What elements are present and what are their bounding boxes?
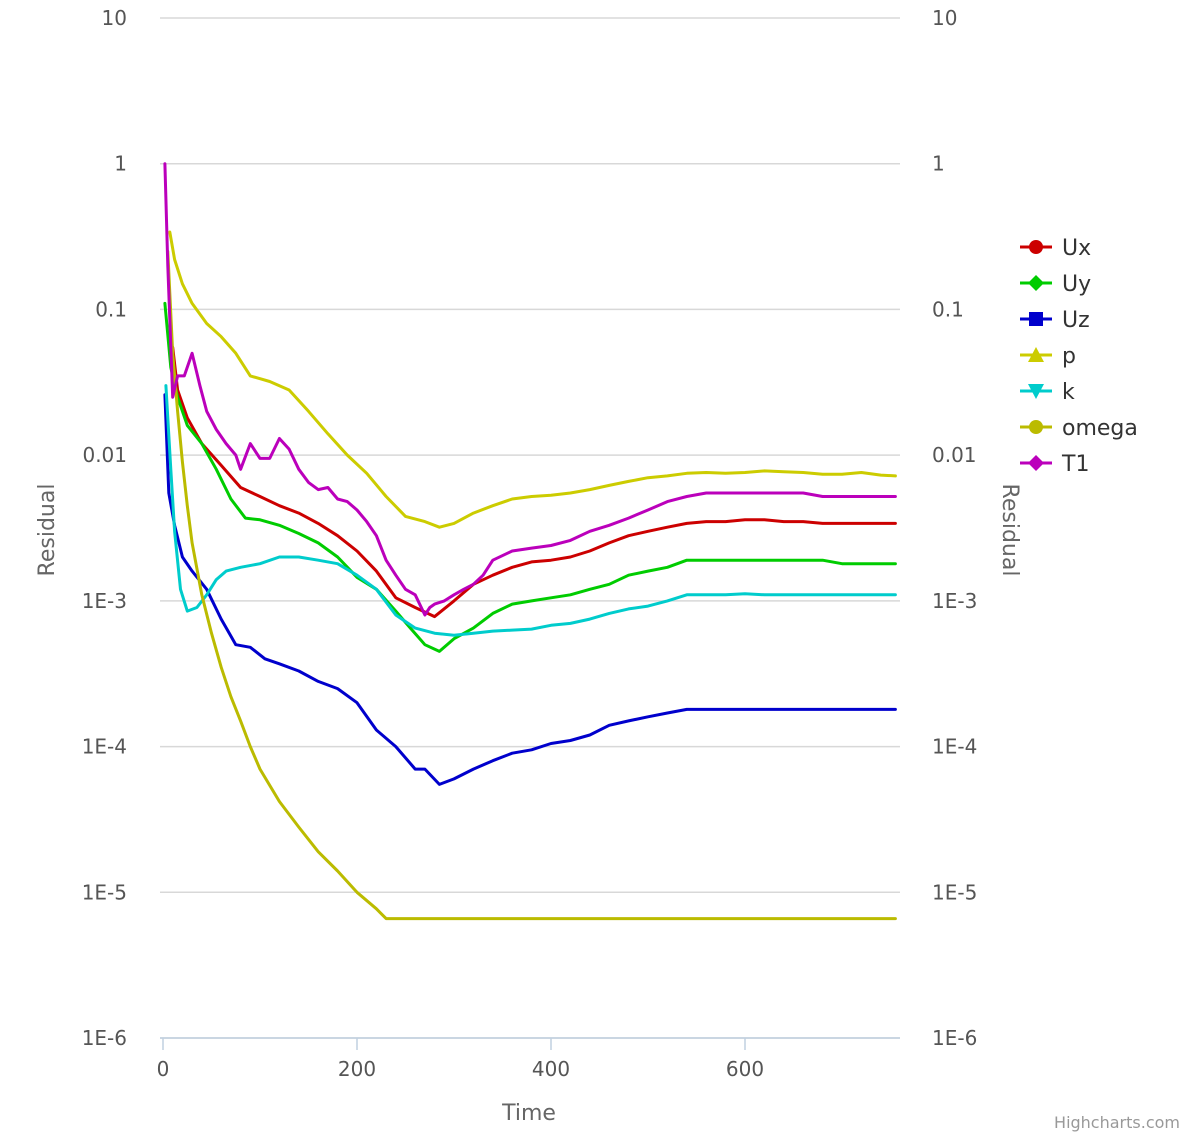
legend-marker-triangle-down	[1028, 384, 1044, 399]
x-tick-label: 600	[726, 1057, 764, 1081]
legend-item-uy[interactable]: Uy	[1020, 272, 1091, 297]
y-tick-label-left: 1E-4	[82, 735, 127, 759]
legend-marker-circle	[1029, 420, 1043, 434]
x-tick-label: 400	[532, 1057, 570, 1081]
x-tick-label: 0	[157, 1057, 170, 1081]
y-axis-title-left: Residual	[35, 484, 60, 577]
series-line-uz[interactable]	[163, 393, 897, 786]
legend-item-k[interactable]: k	[1020, 380, 1075, 405]
y-tick-label-left: 1E-6	[82, 1026, 127, 1050]
x-axis: 0 200 400 600	[157, 1037, 900, 1081]
legend-marker-diamond	[1028, 275, 1044, 291]
legend-marker-circle	[1029, 240, 1043, 254]
x-axis-title: Time	[501, 1101, 556, 1126]
legend-label: omega	[1062, 416, 1138, 441]
x-tick-label: 200	[338, 1057, 376, 1081]
series-line-k[interactable]	[164, 384, 897, 637]
y-tick-label-right: 0.1	[932, 297, 964, 321]
legend-marker-diamond	[1028, 455, 1044, 471]
y-tick-label-left: 1	[114, 152, 127, 176]
y-tick-label-right: 1E-5	[932, 880, 977, 904]
y-tick-label-left: 1E-5	[82, 880, 127, 904]
grid-lines	[160, 17, 900, 1039]
legend-item-omega[interactable]: omega	[1020, 416, 1138, 441]
legend-label: k	[1062, 380, 1075, 405]
y-tick-label-right: 0.01	[932, 443, 977, 467]
legend: Ux Uy Uz pk omega T1	[1020, 236, 1138, 477]
y-tick-label-left: 10	[102, 6, 127, 30]
y-axis-left-ticks: 10 1 0.1 0.01 1E-3 1E-4 1E-5 1E-6	[82, 6, 127, 1050]
y-axis-title-right: Residual	[997, 484, 1022, 577]
series-lines	[163, 162, 897, 921]
y-tick-label-left: 0.01	[82, 443, 127, 467]
y-tick-label-left: 0.1	[95, 297, 127, 321]
legend-label: p	[1062, 344, 1076, 369]
credits[interactable]: Highcharts.com	[1054, 1113, 1180, 1132]
legend-label: T1	[1061, 452, 1089, 477]
legend-label: Uz	[1062, 308, 1090, 333]
legend-marker-square	[1029, 312, 1043, 326]
y-tick-label-right: 1	[932, 152, 945, 176]
legend-item-uz[interactable]: Uz	[1020, 308, 1090, 333]
legend-marker-triangle	[1028, 347, 1044, 362]
series-line-ux[interactable]	[171, 345, 897, 619]
series-line-omega[interactable]	[166, 249, 897, 921]
y-axis-right-ticks: 10 1 0.1 0.01 1E-3 1E-4 1E-5 1E-6	[932, 6, 977, 1050]
y-tick-label-left: 1E-3	[82, 589, 127, 613]
series-line-t1[interactable]	[163, 162, 897, 617]
y-tick-label-right: 1E-4	[932, 735, 977, 759]
y-tick-label-right: 1E-6	[932, 1026, 977, 1050]
legend-label: Ux	[1062, 236, 1091, 261]
legend-label: Uy	[1062, 272, 1091, 297]
legend-item-p[interactable]: p	[1020, 344, 1076, 369]
series-line-uy[interactable]	[163, 301, 897, 653]
y-tick-label-right: 1E-3	[932, 589, 977, 613]
legend-item-t1[interactable]: T1	[1020, 452, 1089, 477]
legend-item-ux[interactable]: Ux	[1020, 236, 1091, 261]
y-tick-label-right: 10	[932, 6, 957, 30]
series-line-p[interactable]	[168, 230, 897, 529]
